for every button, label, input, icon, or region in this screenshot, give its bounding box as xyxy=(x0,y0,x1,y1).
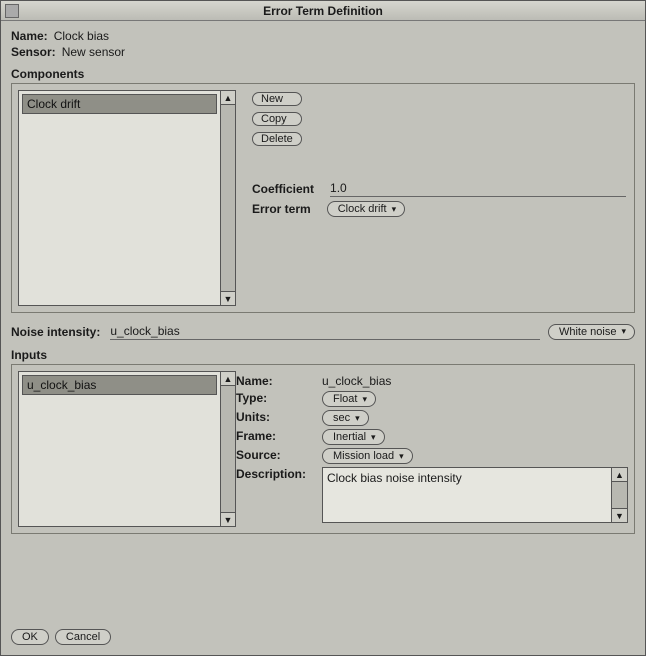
input-type-value: Float xyxy=(333,393,357,405)
scroll-down-icon[interactable]: ▼ xyxy=(221,291,235,305)
window-title: Error Term Definition xyxy=(1,4,645,18)
input-units-value: sec xyxy=(333,412,350,424)
sensor-label: Sensor: xyxy=(11,45,56,59)
sensor-value: New sensor xyxy=(62,45,125,59)
scroll-down-icon[interactable]: ▼ xyxy=(612,508,627,522)
input-source-popup[interactable]: Mission load ▾ xyxy=(322,448,413,464)
noise-type-value: White noise xyxy=(559,326,616,338)
inputs-form: Name: u_clock_bias Type: Float ▾ xyxy=(236,371,628,527)
scroll-up-icon[interactable]: ▲ xyxy=(221,372,235,386)
input-type-label: Type: xyxy=(236,391,322,405)
new-button[interactable]: New xyxy=(252,92,302,106)
inputs-scrollbar[interactable]: ▲ ▼ xyxy=(220,371,236,527)
scroll-down-icon[interactable]: ▼ xyxy=(221,512,235,526)
titlebar[interactable]: Error Term Definition xyxy=(1,1,645,21)
cancel-button[interactable]: Cancel xyxy=(55,629,111,645)
description-scrollbar[interactable]: ▲ ▼ xyxy=(611,468,627,522)
input-units-label: Units: xyxy=(236,410,322,424)
coefficient-field[interactable]: 1.0 xyxy=(330,180,626,197)
components-title: Components xyxy=(11,67,635,81)
ok-button[interactable]: OK xyxy=(11,629,49,645)
dialog-footer: OK Cancel xyxy=(11,627,111,647)
noise-intensity-field[interactable]: u_clock_bias xyxy=(110,323,540,340)
chevron-down-icon: ▾ xyxy=(399,452,404,461)
input-source-label: Source: xyxy=(236,448,322,462)
components-buttons: New Copy Delete xyxy=(252,90,302,148)
components-listbox[interactable]: Clock drift ▲ ▼ xyxy=(18,90,236,306)
delete-button[interactable]: Delete xyxy=(252,132,302,146)
inputs-title: Inputs xyxy=(11,348,635,362)
coefficient-label: Coefficient xyxy=(252,182,314,196)
input-name-value: u_clock_bias xyxy=(322,374,628,388)
inputs-group: u_clock_bias ▲ ▼ Name: u_clock_bias xyxy=(11,364,635,534)
noise-intensity-label: Noise intensity: xyxy=(11,325,100,339)
scroll-up-icon[interactable]: ▲ xyxy=(221,91,235,105)
scroll-track[interactable] xyxy=(221,386,235,512)
inputs-list[interactable]: u_clock_bias xyxy=(18,371,220,527)
error-term-popup[interactable]: Clock drift ▾ xyxy=(327,201,405,217)
input-type-popup[interactable]: Float ▾ xyxy=(322,391,376,407)
noise-type-popup[interactable]: White noise ▾ xyxy=(548,324,635,340)
input-name-label: Name: xyxy=(236,374,322,388)
input-frame-value: Inertial xyxy=(333,431,366,443)
input-description-label: Description: xyxy=(236,467,322,481)
components-list[interactable]: Clock drift xyxy=(18,90,220,306)
components-group: Clock drift ▲ ▼ New Copy Delete Coeffici… xyxy=(11,83,635,313)
error-term-value: Clock drift xyxy=(338,203,387,215)
input-frame-popup[interactable]: Inertial ▾ xyxy=(322,429,385,445)
copy-button[interactable]: Copy xyxy=(252,112,302,126)
list-item[interactable]: u_clock_bias xyxy=(22,375,217,395)
input-description-field[interactable]: Clock bias noise intensity ▲ ▼ xyxy=(322,467,628,523)
chevron-down-icon: ▾ xyxy=(392,205,397,214)
chevron-down-icon: ▾ xyxy=(621,327,626,336)
scroll-track[interactable] xyxy=(221,105,235,291)
input-source-value: Mission load xyxy=(333,450,394,462)
chevron-down-icon: ▾ xyxy=(362,395,367,404)
list-item[interactable]: Clock drift xyxy=(22,94,217,114)
scroll-up-icon[interactable]: ▲ xyxy=(612,468,627,482)
name-label: Name: xyxy=(11,29,48,43)
chevron-down-icon: ▾ xyxy=(355,414,360,423)
dialog-window: Error Term Definition Name: Clock bias S… xyxy=(0,0,646,656)
chevron-down-icon: ▾ xyxy=(371,433,376,442)
input-frame-label: Frame: xyxy=(236,429,322,443)
dialog-content: Name: Clock bias Sensor: New sensor Comp… xyxy=(1,21,645,538)
input-description-value[interactable]: Clock bias noise intensity xyxy=(323,468,611,522)
scroll-track[interactable] xyxy=(612,482,627,508)
coefficient-block: Coefficient 1.0 Error term Clock drift ▾ xyxy=(252,176,626,221)
inputs-listbox[interactable]: u_clock_bias ▲ ▼ xyxy=(18,371,236,527)
name-value: Clock bias xyxy=(54,29,109,43)
input-units-popup[interactable]: sec ▾ xyxy=(322,410,369,426)
error-term-label: Error term xyxy=(252,202,311,216)
components-scrollbar[interactable]: ▲ ▼ xyxy=(220,90,236,306)
